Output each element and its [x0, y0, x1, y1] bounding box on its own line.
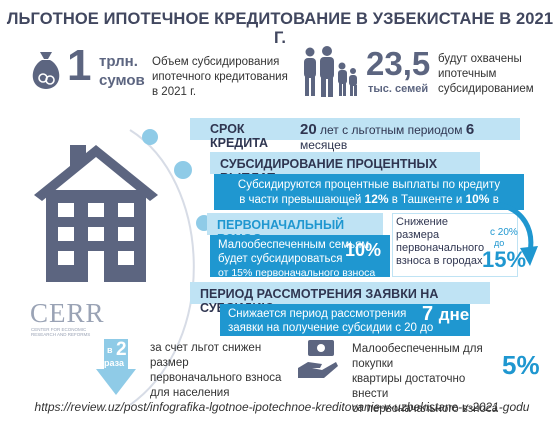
reduced-line2: первоначального взноса: [150, 372, 282, 384]
money-bag-icon: [32, 52, 60, 89]
stat2-desc-line2: ипотечным: [438, 68, 497, 80]
low-income-pct: 5%: [502, 350, 540, 380]
stat1-desc-line1: Объем субсидирования: [152, 56, 280, 68]
house-icon: [34, 145, 158, 282]
interest-header: СУБСИДИРОВАНИЕ ПРОЦЕНТНЫХ ВЫПЛАТ: [210, 152, 480, 185]
curved-arrow-icon: [497, 201, 538, 266]
down-payment-right-text: Снижение размера первоначального взноса …: [396, 216, 486, 268]
reduced-description: за счет льгот снижен размер первоначальн…: [150, 341, 300, 401]
down-arrow-icon: [96, 339, 136, 395]
down-payment-from: с 20%: [490, 227, 518, 238]
down-payment-line1: Малообеспеченным семьям: [218, 239, 370, 251]
source-url[interactable]: https://review.uz/post/infografika-lgotn…: [34, 400, 530, 414]
term-text1: лет с льготным периодом: [320, 123, 463, 137]
stat1-desc-line3: в 2021 г.: [152, 86, 197, 98]
reduced-line1: за счет льгот снижен размер: [150, 342, 262, 369]
down-payment-line2: будет субсидироваться: [218, 253, 343, 265]
review-days: 7 дней: [422, 303, 480, 326]
down-payment-right-line2: первоначального: [396, 242, 485, 254]
down-payment-to: до: [494, 238, 505, 248]
low-income-description: Малообеспеченным для покупки квартиры до…: [352, 342, 502, 417]
cerr-logo: CERR: [30, 298, 105, 328]
review-line1: Снижается период рассмотрения: [228, 308, 407, 320]
down-payment-right-box: [392, 213, 518, 277]
reduced-v: в: [107, 345, 113, 355]
stat1-unit: трлн. сумов: [99, 52, 145, 90]
reduced-raza: раза: [104, 358, 124, 368]
hand-money-icon: [298, 340, 338, 378]
interest-line2b: в Ташкенте и: [391, 194, 463, 206]
stat1-number: 1: [67, 41, 92, 90]
interest-line2a: в части превышающей: [239, 194, 362, 206]
page-title: ЛЬГОТНОЕ ИПОТЕЧНОЕ КРЕДИТОВАНИЕ В УЗБЕКИ…: [6, 10, 554, 47]
review-header: ПЕРИОД РАССМОТРЕНИЯ ЗАЯВКИ НА СУБСИДИЮ: [190, 282, 490, 315]
family-icon: [304, 46, 357, 97]
stat2-desc-line1: будут охвачены: [438, 53, 522, 65]
term-value: 20 лет с льготным периодом 6 месяцев: [300, 118, 520, 152]
stat2-desc-line3: субсидированием: [438, 83, 534, 95]
stat2-description: будут охвачены ипотечным субсидированием: [438, 52, 558, 97]
down-payment-body: Малообеспеченным семьям будет субсидиров…: [210, 235, 390, 279]
down-payment-header: ПЕРВОНАЧАЛЬНЫЙ ВЗНОС: [207, 213, 383, 246]
stat1-unit-line1: трлн.: [99, 53, 138, 70]
review-days-unit: дней: [438, 305, 480, 324]
interest-pct-tashkent: 12%: [364, 192, 389, 206]
low-income-line3: от первоначального взноса: [352, 403, 499, 415]
term-years: 20: [300, 121, 317, 138]
stat1-description: Объем субсидирования ипотечного кредитов…: [152, 55, 292, 100]
down-payment-line3: от 15% первоначального взноса: [218, 267, 376, 279]
interest-body: Субсидируются процентные выплаты по кред…: [214, 174, 524, 220]
review-days-number: 7: [422, 303, 434, 325]
down-payment-right-line1: Снижение размера: [396, 216, 448, 241]
down-payment-right-line3: взноса в городах: [396, 255, 483, 267]
review-body: Снижается период рассмотрения заявки на …: [220, 304, 470, 336]
reduced-line3: для населения: [150, 387, 230, 399]
review-line2: заявки на получение субсидии с 20 до: [228, 322, 434, 334]
interest-pct-regions: 10%: [465, 192, 490, 206]
low-income-line2: квартиры достаточно внести: [352, 373, 466, 400]
term-header: СРОК КРЕДИТА: [200, 118, 300, 150]
term-months: 6: [465, 121, 475, 138]
interest-line1: Субсидируются процентные выплаты по кред…: [237, 179, 501, 191]
stat2-number: 23,5: [366, 45, 431, 82]
low-income-line1: Малообеспеченным для покупки: [352, 343, 483, 370]
reduced-number: 2: [116, 339, 127, 360]
stat1-unit-line2: сумов: [99, 72, 145, 89]
stat2-unit: тыс. семей: [368, 83, 429, 95]
down-payment-pct: 10%: [345, 240, 382, 260]
stat1-desc-line2: ипотечного кредитования: [152, 71, 288, 83]
cerr-logo-subtitle: CENTER FOR ECONOMIC RESEARCH AND REFORMS: [31, 327, 91, 337]
term-text2: месяцев: [300, 138, 348, 152]
down-payment-target: 15%: [482, 247, 527, 272]
